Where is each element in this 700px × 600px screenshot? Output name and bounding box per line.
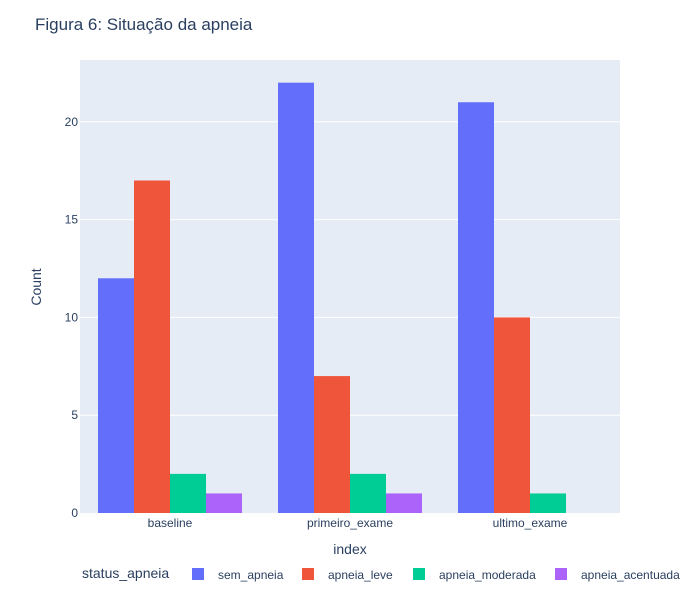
bar-sem_apneia-ultimo_exame	[458, 102, 494, 513]
bar-apneia_moderada-baseline	[170, 473, 206, 513]
y-tick-label: 5	[71, 408, 78, 422]
x-tick-label: baseline	[148, 516, 193, 530]
x-tick-label: primeiro_exame	[307, 516, 393, 530]
y-tick-label: 10	[65, 310, 79, 324]
x-tick-labels: baseline primeiro_exame ultimo_exame	[148, 516, 568, 530]
legend-label-sem_apneia[interactable]: sem_apneia	[218, 568, 284, 582]
x-axis-title: index	[333, 541, 366, 557]
chart-title: Figura 6: Situação da apneia	[35, 15, 253, 34]
bar-apneia_leve-baseline	[134, 180, 170, 513]
legend-label-apneia_moderada[interactable]: apneia_moderada	[439, 568, 536, 582]
y-tick-labels: 0 5 10 15 20	[65, 115, 79, 520]
legend-title: status_apneia	[82, 565, 169, 581]
legend-swatch-apneia_leve[interactable]	[302, 568, 314, 580]
bar-apneia_moderada-ultimo_exame	[530, 493, 566, 513]
bar-apneia_moderada-primeiro_exame	[350, 473, 386, 513]
bar-sem_apneia-primeiro_exame	[278, 82, 314, 513]
bar-apneia_acentuada-primeiro_exame	[386, 493, 422, 513]
bar-apneia_leve-ultimo_exame	[494, 317, 530, 513]
x-tick-label: ultimo_exame	[493, 516, 568, 530]
legend-label-apneia_acentuada[interactable]: apneia_acentuada	[581, 568, 680, 582]
bar-apneia_acentuada-baseline	[206, 493, 242, 513]
y-tick-label: 15	[65, 213, 79, 227]
bars	[98, 82, 566, 513]
y-tick-label: 0	[71, 506, 78, 520]
legend-label-apneia_leve[interactable]: apneia_leve	[328, 568, 393, 582]
legend-swatch-sem_apneia[interactable]	[192, 568, 204, 580]
legend: status_apneia sem_apneia apneia_leve apnei…	[82, 565, 680, 582]
y-axis-title: Count	[28, 268, 44, 305]
bar-apneia_leve-primeiro_exame	[314, 376, 350, 513]
legend-swatch-apneia_acentuada[interactable]	[555, 568, 567, 580]
y-tick-label: 20	[65, 115, 79, 129]
bar-sem_apneia-baseline	[98, 278, 134, 513]
legend-swatch-apneia_moderada[interactable]	[413, 568, 425, 580]
